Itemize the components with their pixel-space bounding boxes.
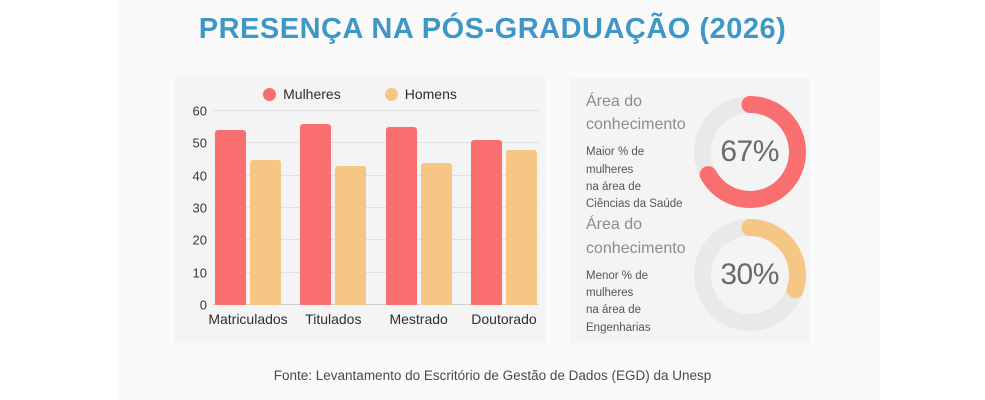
footer-source: Fonte: Levantamento do Escritório de Ges…	[273, 368, 712, 383]
bar-groups	[213, 111, 539, 305]
y-axis-labels: 0 10 20 30 40 50 60	[181, 104, 207, 313]
y-tick-label: 50	[192, 135, 207, 151]
stats-card: Área do conhecimento Maior % de mulheres…	[570, 78, 810, 343]
y-tick-label: 20	[192, 232, 207, 248]
y-tick-label: 40	[192, 168, 207, 184]
legend-swatch	[384, 87, 398, 101]
y-tick-label: 30	[192, 200, 207, 216]
gridline	[213, 304, 539, 305]
x-axis-label: Matriculados	[208, 311, 288, 327]
bar-homens	[505, 149, 537, 305]
bar-mulheres	[385, 127, 417, 305]
y-tick-label: 60	[192, 103, 207, 119]
donut-value: 30%	[720, 258, 779, 292]
stat-description: Menor % de mulheres na área de Engenhari…	[586, 269, 651, 334]
x-axis-label: Doutorado	[471, 311, 537, 327]
gridline	[213, 110, 539, 111]
page-title: PRESENÇA NA PÓS-GRADUAÇÃO (2026)	[198, 13, 787, 45]
stat-block-engenharias: Área do conhecimento Menor % de mulheres…	[586, 213, 806, 336]
legend: Mulheres Homens	[181, 85, 539, 103]
bar-chart-card: Mulheres Homens 0 10 20 30 40 50 60 Matriculado…	[175, 75, 545, 343]
bar-mulheres	[300, 123, 332, 305]
donut-ring	[693, 219, 806, 332]
bar-mulheres	[215, 130, 246, 305]
y-tick-label: 10	[192, 265, 207, 281]
x-axis-labels: Matriculados Titulados Mestrado Doutorado	[208, 311, 539, 327]
y-tick-label: 0	[199, 297, 207, 313]
legend-label: Mulheres	[283, 86, 341, 102]
gridline	[213, 174, 539, 176]
bar-group	[470, 111, 537, 305]
bar-group	[385, 111, 452, 305]
stat-description: Maior % de mulheres na área de Ciências …	[586, 146, 683, 211]
bar-mulheres	[470, 140, 502, 305]
stat-heading: Área do conhecimento	[586, 216, 686, 257]
bar-chart: 0 10 20 30 40 50 60	[181, 104, 539, 313]
stat-block-saude: Área do conhecimento Maior % de mulheres…	[586, 90, 806, 213]
x-axis-label: Titulados	[305, 311, 362, 327]
donut-ring	[693, 95, 806, 208]
legend-swatch	[263, 87, 277, 101]
bar-plot	[213, 110, 539, 305]
bar-group	[300, 111, 367, 305]
gridline	[213, 239, 539, 241]
legend-item-mulheres: Mulheres	[263, 86, 341, 102]
bar-homens	[420, 162, 452, 305]
bar-homens	[250, 159, 281, 305]
legend-item-homens: Homens	[384, 86, 457, 102]
donut-chart-saude: 67%	[693, 95, 806, 208]
gridline	[213, 142, 539, 144]
legend-label: Homens	[404, 86, 457, 102]
gridline	[213, 207, 539, 208]
x-axis-label: Mestrado	[389, 311, 448, 327]
stat-heading: Área do conhecimento	[586, 93, 686, 134]
bar-group	[215, 111, 281, 305]
bar-homens	[335, 165, 367, 305]
donut-chart-engenharias: 30%	[693, 219, 806, 332]
donut-value: 67%	[720, 134, 779, 168]
gridline	[213, 271, 539, 273]
